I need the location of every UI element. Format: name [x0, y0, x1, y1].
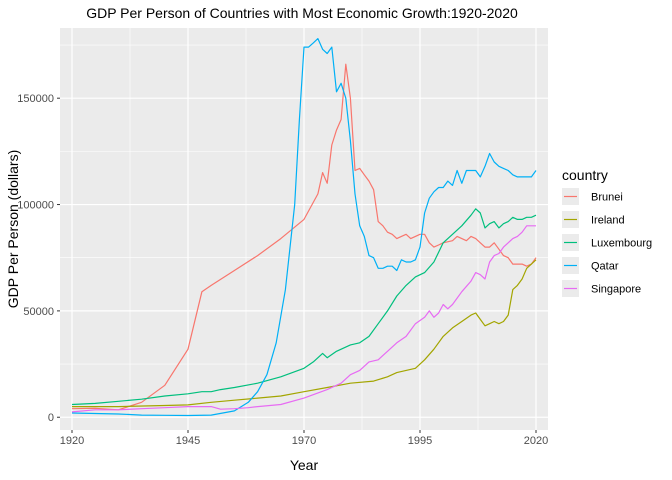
legend-label-luxembourg: Luxembourg	[591, 238, 652, 250]
y-tick-label: 150000	[17, 93, 54, 105]
y-axis: 0 50000 100000 150000	[17, 93, 60, 424]
y-tick-label: 100000	[17, 200, 54, 212]
legend-label-singapore: Singapore	[591, 284, 641, 296]
series-line-qatar	[71, 38, 537, 417]
x-tick-label: 1945	[176, 435, 200, 447]
y-axis-title: GDP Per Person (dollars)	[5, 150, 21, 308]
chart-title: GDP Per Person of Countries with Most Ec…	[86, 5, 518, 21]
y-tick-label: 0	[48, 412, 54, 424]
x-tick-label: 1920	[60, 435, 84, 447]
legend-label-brunei: Brunei	[591, 192, 623, 204]
series-line-ireland	[72, 259, 537, 408]
x-axis: 1920 1945 1970 1995 2020	[60, 430, 548, 447]
legend-label-qatar: Qatar	[591, 261, 619, 273]
series-line-luxembourg	[71, 208, 537, 406]
x-tick-label: 1970	[292, 435, 316, 447]
series-line-singapore	[71, 225, 536, 413]
legend: country Brunei Ireland Luxembourg Qatar Sing…	[562, 167, 652, 297]
y-tick-label: 50000	[23, 306, 54, 318]
legend-label-ireland: Ireland	[591, 215, 625, 227]
series-line-brunei	[71, 63, 537, 411]
x-tick-label: 1995	[408, 435, 432, 447]
x-axis-title: Year	[290, 457, 319, 473]
series-lines	[71, 38, 537, 417]
legend-title: country	[562, 167, 608, 183]
x-tick-label: 2020	[524, 435, 548, 447]
grid-major	[60, 28, 548, 430]
